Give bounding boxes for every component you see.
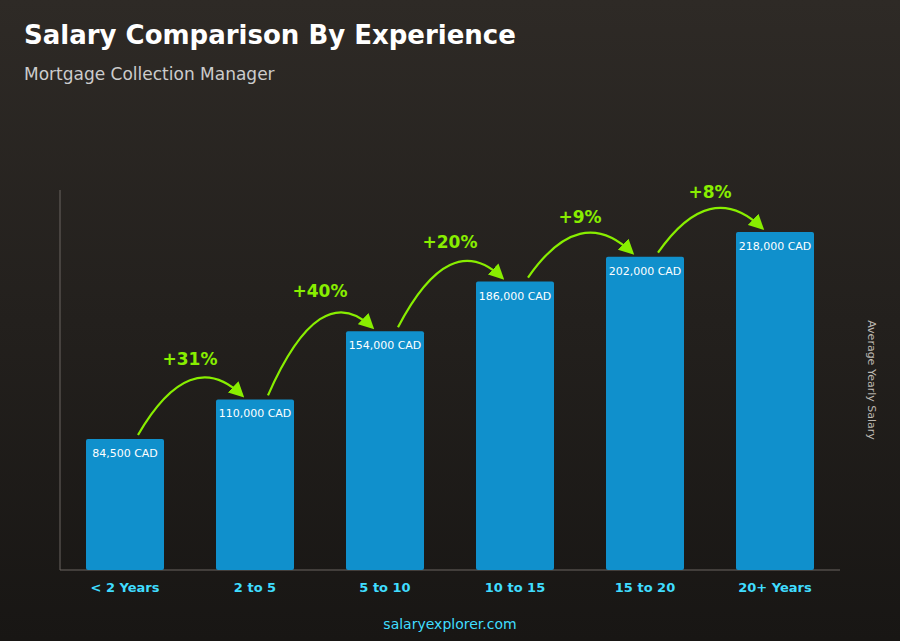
x-tick-label: 5 to 10 [359, 580, 410, 595]
change-arrow [528, 233, 632, 278]
data-label: 218,000 CAD [739, 240, 812, 253]
x-tick-label: 2 to 5 [234, 580, 276, 595]
annotation: +20% [423, 232, 478, 252]
bar [346, 331, 424, 570]
x-tick-label: 15 to 20 [615, 580, 675, 595]
subtitle: Mortgage Collection Manager [24, 64, 275, 84]
data-label: 202,000 CAD [609, 265, 682, 278]
x-tick-label: 20+ Years [738, 580, 812, 595]
bars [86, 232, 814, 570]
annotation: +8% [688, 182, 731, 202]
y-axis-line [60, 190, 61, 570]
background [0, 0, 900, 641]
data-label: 186,000 CAD [479, 290, 552, 303]
change-arrow [658, 208, 762, 253]
annotation: +9% [558, 207, 601, 227]
change-arrow [398, 261, 502, 327]
data-label: 154,000 CAD [349, 339, 422, 352]
title: Salary Comparison By Experience [24, 20, 516, 50]
bar [736, 232, 814, 570]
annotation: +40% [293, 281, 348, 301]
x-tick-label: 10 to 15 [485, 580, 545, 595]
data-label: 84,500 CAD [92, 447, 158, 460]
annotation: +31% [163, 349, 218, 369]
bar [476, 282, 554, 570]
bar [606, 257, 684, 570]
change-arrow [138, 377, 242, 434]
footer: salaryexplorer.com [383, 616, 516, 632]
x-tick-label: < 2 Years [91, 580, 160, 595]
bar [86, 439, 164, 570]
bar [216, 399, 294, 570]
y-axis-label: Average Yearly Salary [865, 320, 878, 440]
data-label: 110,000 CAD [219, 407, 292, 420]
x-axis-line [60, 570, 840, 571]
chart: Salary Comparison By Experience Mortgage … [0, 0, 900, 641]
change-arrow [268, 312, 372, 395]
